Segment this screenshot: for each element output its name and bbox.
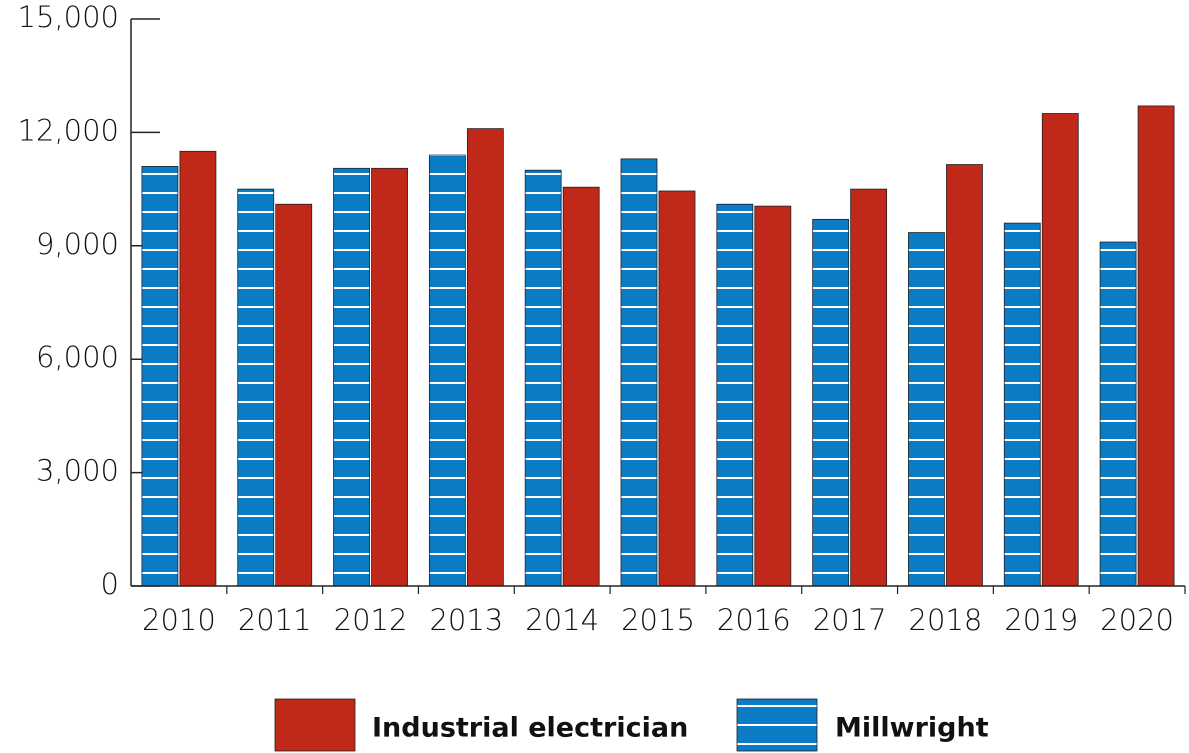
x-tick-label: 2016 — [717, 603, 791, 637]
bar — [428, 154, 466, 587]
bar — [620, 158, 658, 587]
bar — [275, 203, 313, 587]
bar — [333, 167, 370, 587]
x-tick-label: 2010 — [142, 603, 216, 637]
bar — [1003, 222, 1041, 587]
bar — [141, 166, 179, 587]
bar — [716, 203, 754, 587]
bar — [466, 128, 504, 587]
x-tick-label: 2015 — [621, 603, 695, 637]
x-tick-label: 2020 — [1100, 603, 1174, 637]
legend-label: Industrial electrician — [372, 713, 688, 744]
x-tick-label: 2014 — [525, 603, 599, 637]
x-tick-label: 2011 — [238, 603, 312, 637]
bar — [946, 164, 983, 587]
legend-swatch — [736, 698, 818, 752]
legend-swatch — [274, 698, 356, 752]
bar — [908, 232, 945, 587]
bar — [237, 188, 275, 587]
bar — [562, 186, 600, 587]
legend-label: Millwright — [835, 713, 989, 744]
y-tick-label: 0 — [101, 567, 119, 601]
x-tick-label: 2013 — [429, 603, 503, 637]
bar — [371, 167, 408, 587]
x-tick-label: 2019 — [1004, 603, 1078, 637]
bar — [754, 205, 792, 587]
bar — [1137, 105, 1175, 587]
y-tick-label: 12,000 — [18, 113, 119, 147]
x-tick-label: 2018 — [909, 603, 983, 637]
y-tick-label: 15,000 — [18, 0, 119, 34]
x-tick-label: 2012 — [334, 603, 408, 637]
bar — [524, 169, 562, 587]
bar — [1041, 113, 1079, 587]
bar — [812, 218, 850, 587]
bar — [1099, 241, 1137, 587]
y-tick-label: 6,000 — [36, 340, 119, 374]
y-tick-label: 3,000 — [36, 454, 119, 488]
bar — [850, 188, 888, 587]
bar — [658, 190, 696, 587]
y-tick-label: 9,000 — [36, 227, 119, 261]
x-tick-label: 2017 — [813, 603, 887, 637]
bar — [179, 150, 217, 587]
